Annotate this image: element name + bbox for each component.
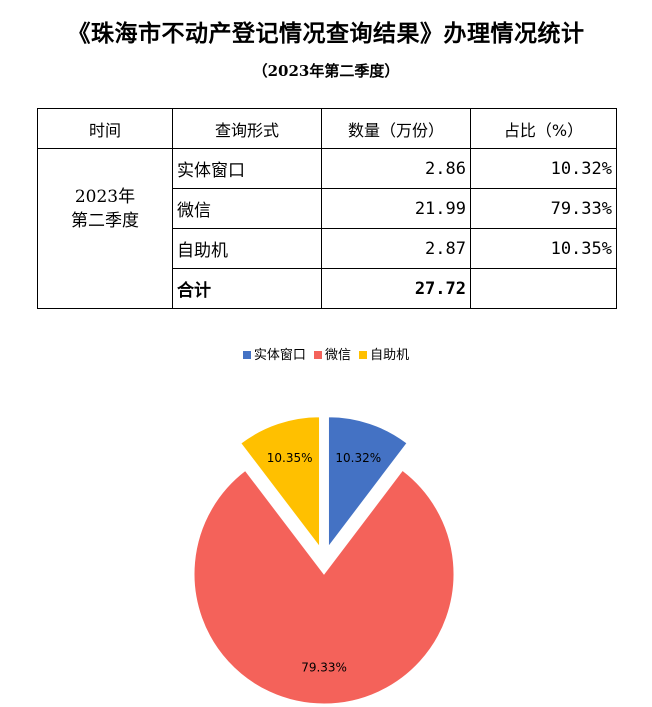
legend-item: 实体窗口 bbox=[242, 344, 306, 363]
table-row: 自助机 2.87 10.35% bbox=[38, 228, 617, 269]
page-subtitle: （2023年第二季度） bbox=[252, 62, 400, 80]
pie-data-label: 10.35% bbox=[267, 451, 313, 465]
pie-slice bbox=[240, 416, 321, 549]
header-share: 占比（%） bbox=[470, 108, 617, 149]
total-row: 合计 27.72 bbox=[38, 268, 617, 309]
legend-label: 微信 bbox=[324, 348, 351, 363]
legend-label: 自助机 bbox=[370, 348, 410, 363]
pie-slice bbox=[327, 416, 408, 549]
table-row: 微信 21.99 79.33% bbox=[38, 188, 617, 229]
form-cell: 微信 bbox=[172, 188, 322, 229]
share-cell: 79.33% bbox=[470, 188, 617, 229]
legend-label: 实体窗口 bbox=[253, 348, 306, 363]
statistics-table: 时间 查询形式 数量（万份） 占比（%） 2023年 第二季度 实体窗口 2.8… bbox=[37, 108, 617, 309]
pie-data-label: 10.32% bbox=[335, 451, 381, 465]
period-line-2: 第二季度 bbox=[71, 210, 139, 231]
table-row: 2023年 第二季度 实体窗口 2.86 10.32% bbox=[37, 148, 617, 309]
page-title: 《珠海市不动产登记情况查询结果》办理情况统计 bbox=[67, 20, 585, 47]
chart-legend: 实体窗口 微信 自助机 bbox=[0, 344, 652, 363]
form-cell: 自助机 bbox=[172, 228, 322, 269]
legend-item: 微信 bbox=[313, 344, 351, 363]
period-line-1: 2023年 bbox=[74, 186, 136, 207]
form-cell: 实体窗口 bbox=[172, 148, 322, 189]
count-cell: 2.86 bbox=[321, 148, 471, 189]
share-cell: 10.35% bbox=[470, 228, 617, 269]
pie-data-label: 79.33% bbox=[301, 661, 347, 675]
share-cell: 10.32% bbox=[470, 148, 617, 189]
total-label: 合计 bbox=[172, 268, 322, 309]
total-count: 27.72 bbox=[321, 268, 471, 309]
table-header-row: 时间 查询形式 数量（万份） 占比（%） bbox=[37, 108, 617, 149]
legend-item: 自助机 bbox=[359, 344, 409, 363]
legend-swatch bbox=[242, 351, 251, 359]
pie-slice bbox=[193, 469, 455, 705]
legend-swatch bbox=[313, 351, 322, 359]
total-share bbox=[470, 268, 617, 309]
period-cell: 2023年 第二季度 bbox=[37, 148, 173, 309]
legend-swatch bbox=[359, 351, 368, 359]
count-cell: 2.87 bbox=[321, 228, 471, 269]
